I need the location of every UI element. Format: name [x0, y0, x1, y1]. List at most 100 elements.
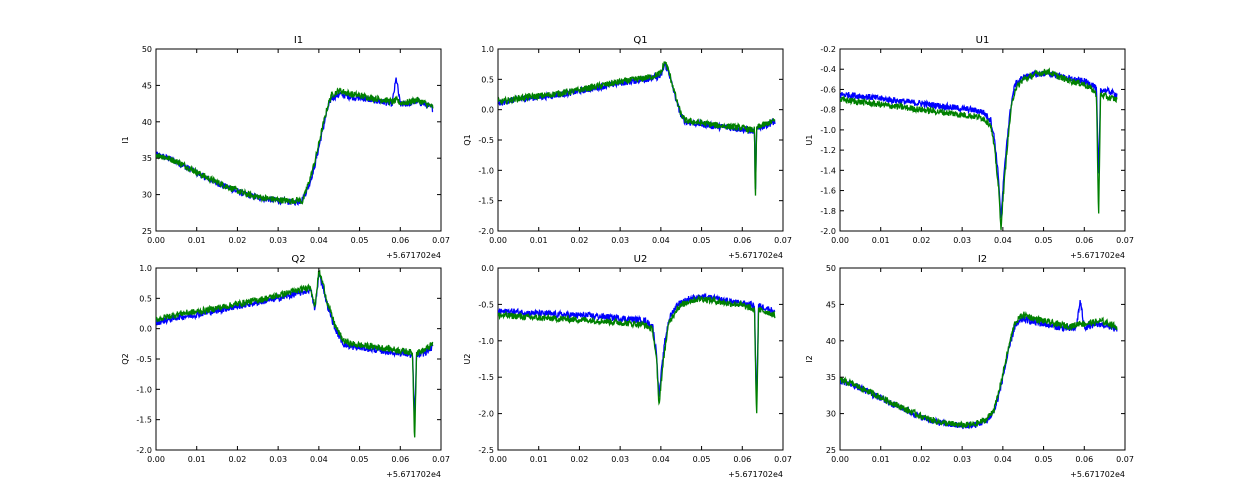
y-tick-label: -1.0 [136, 385, 152, 394]
chart-title: I2 [978, 254, 987, 265]
x-tick-label: 0.04 [652, 455, 670, 464]
x-tick-label: 0.01 [188, 455, 206, 464]
y-tick-label: -0.5 [478, 136, 494, 145]
x-tick-label: 0.00 [489, 236, 507, 245]
series-line-green [498, 61, 776, 196]
x-tick-label: 0.04 [994, 236, 1012, 245]
x-tick-label: 0.01 [530, 455, 548, 464]
x-tick-label: 0.07 [432, 236, 450, 245]
chart-title: I1 [294, 35, 303, 46]
series-line-blue [840, 68, 1118, 219]
x-tick-label: 0.00 [147, 236, 165, 245]
y-tick-label: 30 [142, 191, 152, 200]
series-line-green [156, 87, 434, 205]
y-tick-label: 0.5 [139, 294, 152, 303]
x-tick-label: 0.03 [953, 236, 971, 245]
x-tick-label: 0.06 [391, 455, 409, 464]
x-tick-label: 0.07 [774, 236, 792, 245]
y-tick-label: 0.0 [481, 106, 494, 115]
x-tick-label: 0.03 [611, 455, 629, 464]
x-tick-label: 0.02 [229, 236, 247, 245]
y-tick-label: -0.4 [820, 65, 836, 74]
y-tick-label: -0.5 [136, 355, 152, 364]
x-tick-label: 0.07 [432, 455, 450, 464]
x-tick-label: 0.04 [310, 455, 328, 464]
y-tick-label: 45 [142, 81, 152, 90]
y-tick-label: -2.0 [136, 446, 152, 455]
x-offset-label: +5.671702e4 [1070, 470, 1125, 479]
y-tick-label: 50 [142, 45, 152, 54]
x-tick-label: 0.05 [1035, 455, 1053, 464]
y-tick-label: -1.0 [478, 337, 494, 346]
x-tick-label: 0.02 [571, 236, 589, 245]
y-tick-label: 1.0 [481, 45, 494, 54]
x-tick-label: 0.07 [774, 455, 792, 464]
x-tick-label: 0.01 [188, 236, 206, 245]
y-tick-label: 40 [142, 118, 152, 127]
x-tick-label: 0.05 [693, 455, 711, 464]
y-axis-label: U1 [805, 135, 814, 146]
y-tick-label: -1.4 [820, 166, 836, 175]
y-axis-label: I2 [805, 355, 814, 362]
x-tick-label: 0.01 [872, 455, 890, 464]
y-tick-label: -1.5 [136, 416, 152, 425]
y-tick-label: 0.5 [481, 75, 494, 84]
subplot-i2: 0.00 0.01 0.02 0.03 0.04 0.05 0.06 0.07 25 30 35 40… [805, 254, 1134, 479]
y-tick-label: -1.5 [478, 197, 494, 206]
y-tick-label: 1.0 [139, 264, 152, 273]
x-tick-label: 0.03 [269, 455, 287, 464]
x-tick-label: 0.03 [953, 455, 971, 464]
x-tick-label: 0.06 [733, 236, 751, 245]
plot-area [155, 267, 442, 451]
y-tick-label: 30 [826, 410, 836, 419]
x-tick-label: 0.03 [611, 236, 629, 245]
y-tick-label: 50 [826, 264, 836, 273]
x-tick-label: 0.00 [831, 455, 849, 464]
x-tick-label: 0.04 [310, 236, 328, 245]
x-tick-label: 0.03 [269, 236, 287, 245]
chart-title: U1 [976, 35, 990, 46]
y-tick-label: -1.6 [820, 187, 836, 196]
x-tick-label: 0.07 [1116, 455, 1134, 464]
x-tick-label: 0.02 [913, 455, 931, 464]
x-tick-label: 0.05 [351, 236, 369, 245]
subplot-u2: 0.00 0.01 0.02 0.03 0.04 0.05 0.06 0.07 -2.5 -2.0… [463, 254, 792, 479]
x-offset-label: +5.671702e4 [728, 470, 783, 479]
subplot-q2: 0.00 0.01 0.02 0.03 0.04 0.05 0.06 0.07 -2.0 -1.5… [121, 254, 450, 479]
x-tick-label: 0.05 [351, 455, 369, 464]
x-tick-label: 0.04 [994, 455, 1012, 464]
chart-title: U2 [634, 254, 648, 265]
y-tick-label: -2.0 [478, 410, 494, 419]
y-tick-label: -1.0 [478, 166, 494, 175]
y-tick-label: -1.2 [820, 146, 836, 155]
y-tick-label: -2.0 [820, 227, 836, 236]
x-tick-label: 0.00 [831, 236, 849, 245]
x-tick-label: 0.02 [229, 455, 247, 464]
y-axis-label: U2 [463, 354, 472, 365]
series-line-green [498, 294, 776, 414]
y-tick-label: 35 [826, 373, 836, 382]
y-axis-label: Q1 [463, 134, 472, 145]
x-offset-label: +5.671702e4 [1070, 251, 1125, 260]
y-tick-label: -2.5 [478, 446, 494, 455]
subplot-q1: 0.00 0.01 0.02 0.03 0.04 0.05 0.06 0.07 -2.0 -1.5… [463, 35, 792, 260]
y-tick-label: -1.5 [478, 373, 494, 382]
x-tick-label: 0.06 [733, 455, 751, 464]
y-tick-label: -0.8 [820, 106, 836, 115]
x-tick-label: 0.00 [489, 455, 507, 464]
x-tick-label: 0.06 [391, 236, 409, 245]
x-tick-label: 0.05 [693, 236, 711, 245]
chart-title: Q2 [291, 254, 305, 265]
x-tick-label: 0.00 [147, 455, 165, 464]
x-offset-label: +5.671702e4 [386, 470, 441, 479]
y-tick-label: -0.6 [820, 85, 836, 94]
series-line-green [840, 67, 1118, 230]
y-tick-label: 45 [826, 300, 836, 309]
subplot-u1: 0.00 0.01 0.02 0.03 0.04 0.05 0.06 0.07 -2.0 -1.8… [805, 35, 1134, 260]
y-tick-label: 0.0 [481, 264, 494, 273]
y-axis-label: Q2 [121, 353, 130, 364]
y-tick-label: 40 [826, 337, 836, 346]
y-tick-label: 0.0 [139, 325, 152, 334]
x-tick-label: 0.02 [913, 236, 931, 245]
